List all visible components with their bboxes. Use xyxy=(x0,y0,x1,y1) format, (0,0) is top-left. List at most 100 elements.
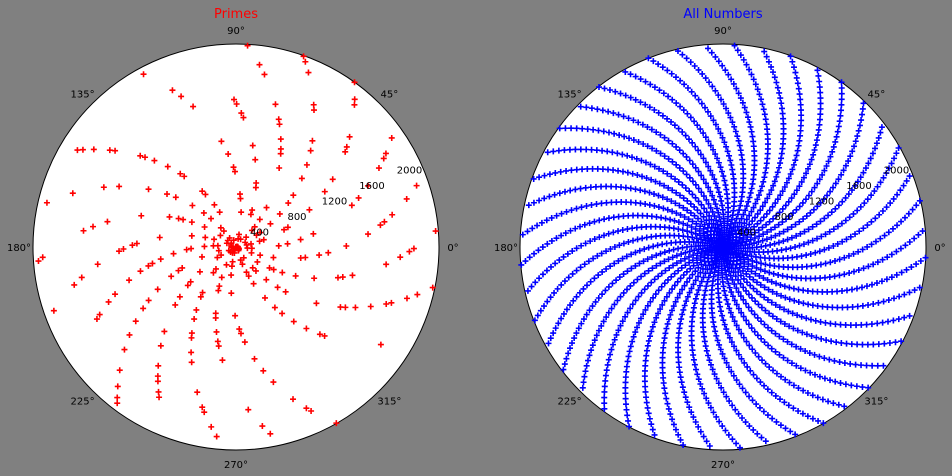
primes-point-521 xyxy=(279,269,286,276)
all-numbers-point-627 xyxy=(735,305,742,312)
all-numbers-point-1962 xyxy=(705,45,711,52)
all-numbers-point-1731 xyxy=(544,240,551,247)
all-numbers-point-1577 xyxy=(879,256,886,263)
all-numbers-point-521 xyxy=(766,269,773,276)
primes-point-331 xyxy=(218,274,225,281)
all-numbers-point-1233 xyxy=(729,119,736,126)
all-numbers-point-1042 xyxy=(776,333,783,340)
primes-point-1801 xyxy=(114,383,121,390)
all-numbers-point-1667 xyxy=(656,87,663,94)
all-numbers-point-1621 xyxy=(884,254,891,261)
all-numbers-point-1827 xyxy=(750,426,757,433)
all-numbers-point-440 xyxy=(763,236,770,243)
all-numbers-point-1047 xyxy=(649,323,656,330)
all-numbers-point-1715 xyxy=(885,297,892,304)
all-numbers-point-608 xyxy=(726,305,733,312)
primes-point-1289 xyxy=(309,137,316,144)
all-numbers-point-1316 xyxy=(593,201,600,208)
all-numbers-point-1213 xyxy=(835,202,842,209)
all-numbers-point-827 xyxy=(659,301,666,308)
all-numbers-point-682 xyxy=(653,262,660,269)
all-numbers-point-823 xyxy=(803,252,810,259)
primes-point-1061 xyxy=(303,325,310,332)
all-numbers-point-275 xyxy=(723,271,730,278)
all-numbers-point-503 xyxy=(768,226,775,233)
all-numbers-point-1346 xyxy=(743,109,750,116)
all-numbers-point-949 xyxy=(813,221,820,228)
all-numbers-point-797 xyxy=(766,310,773,317)
all-numbers-point-1704 xyxy=(773,79,780,86)
all-numbers-point-1895 xyxy=(563,355,570,362)
all-numbers-point-951 xyxy=(660,168,667,175)
all-numbers-point-1335 xyxy=(586,220,593,227)
all-numbers-point-1219 xyxy=(843,236,850,243)
all-numbers-point-858 xyxy=(638,273,645,280)
all-numbers-point-396 xyxy=(759,237,766,244)
all-numbers-title: All Numbers xyxy=(683,7,762,22)
all-numbers-point-1607 xyxy=(732,406,739,413)
all-numbers-point-1311 xyxy=(643,352,650,359)
primes-point-197 xyxy=(220,228,227,235)
all-numbers-point-1369 xyxy=(823,337,830,344)
all-numbers-point-1878 xyxy=(869,362,876,369)
all-numbers-point-1170 xyxy=(748,128,755,135)
primes-point-1409 xyxy=(233,100,240,107)
all-numbers-point-1229 xyxy=(619,318,626,325)
all-numbers-point-1948 xyxy=(913,202,920,209)
all-numbers-point-1317 xyxy=(615,327,622,334)
primes-point-313 xyxy=(245,273,252,280)
all-numbers-point-323 xyxy=(692,225,699,232)
all-numbers-point-470 xyxy=(735,289,742,296)
all-numbers-point-1156 xyxy=(836,256,843,263)
all-numbers-point-410 xyxy=(719,202,726,209)
all-numbers-point-1941 xyxy=(892,339,899,346)
all-numbers-point-1886 xyxy=(816,78,823,85)
all-numbers-point-1488 xyxy=(786,379,793,386)
all-numbers-point-1265 xyxy=(657,131,664,138)
all-numbers-point-1672 xyxy=(852,138,859,145)
all-numbers-point-1794 xyxy=(539,271,546,278)
all-numbers-point-927 xyxy=(628,265,635,272)
all-numbers-point-1034 xyxy=(624,286,630,293)
primes-theta-tick-225: 225° xyxy=(71,396,95,407)
all-numbers-point-1803 xyxy=(896,293,903,300)
all-numbers-point-1277 xyxy=(727,114,734,121)
all-numbers-point-1197 xyxy=(598,250,605,257)
all-numbers-point-445 xyxy=(740,284,747,291)
all-numbers-point-1582 xyxy=(753,401,760,408)
all-numbers-point-447 xyxy=(748,208,755,215)
all-numbers-point-1216 xyxy=(599,268,606,275)
all-numbers-point-634 xyxy=(773,280,780,287)
all-numbers-point-230 xyxy=(701,258,708,265)
all-numbers-point-273 xyxy=(693,235,700,242)
all-numbers-point-1876 xyxy=(550,330,557,337)
all-numbers-point-1831 xyxy=(561,147,568,154)
all-numbers-point-1809 xyxy=(875,341,882,348)
all-numbers-point-1364 xyxy=(838,171,845,178)
all-numbers-point-1045 xyxy=(676,147,683,154)
all-numbers-point-795 xyxy=(640,258,647,265)
all-numbers-point-1997 xyxy=(820,420,827,427)
all-numbers-point-1884 xyxy=(830,400,837,407)
all-numbers-point-872 xyxy=(738,330,745,337)
all-numbers-point-1423 xyxy=(577,223,584,230)
primes-point-1279 xyxy=(112,291,119,298)
all-numbers-r-ticks: 400 800 1200 1600 2000 xyxy=(737,165,909,238)
all-numbers-point-989 xyxy=(637,187,644,194)
all-numbers-point-335 xyxy=(706,212,713,219)
all-numbers-point-1963 xyxy=(544,149,551,156)
all-numbers-point-798 xyxy=(800,241,807,248)
all-numbers-point-1906 xyxy=(606,87,613,94)
all-numbers-point-1842 xyxy=(816,84,823,91)
all-numbers-point-1584 xyxy=(849,148,856,155)
all-numbers-point-1276 xyxy=(832,180,839,187)
all-numbers-point-1862 xyxy=(612,88,619,95)
all-numbers-point-1514 xyxy=(868,281,875,288)
all-numbers-point-1362 xyxy=(736,381,743,388)
all-numbers-point-704 xyxy=(788,224,795,231)
primes-point-541 xyxy=(276,210,283,217)
all-numbers-point-940 xyxy=(644,302,651,309)
all-numbers-point-885 xyxy=(773,315,780,322)
all-numbers-point-1714 xyxy=(764,412,771,419)
all-numbers-point-330 xyxy=(686,248,693,255)
